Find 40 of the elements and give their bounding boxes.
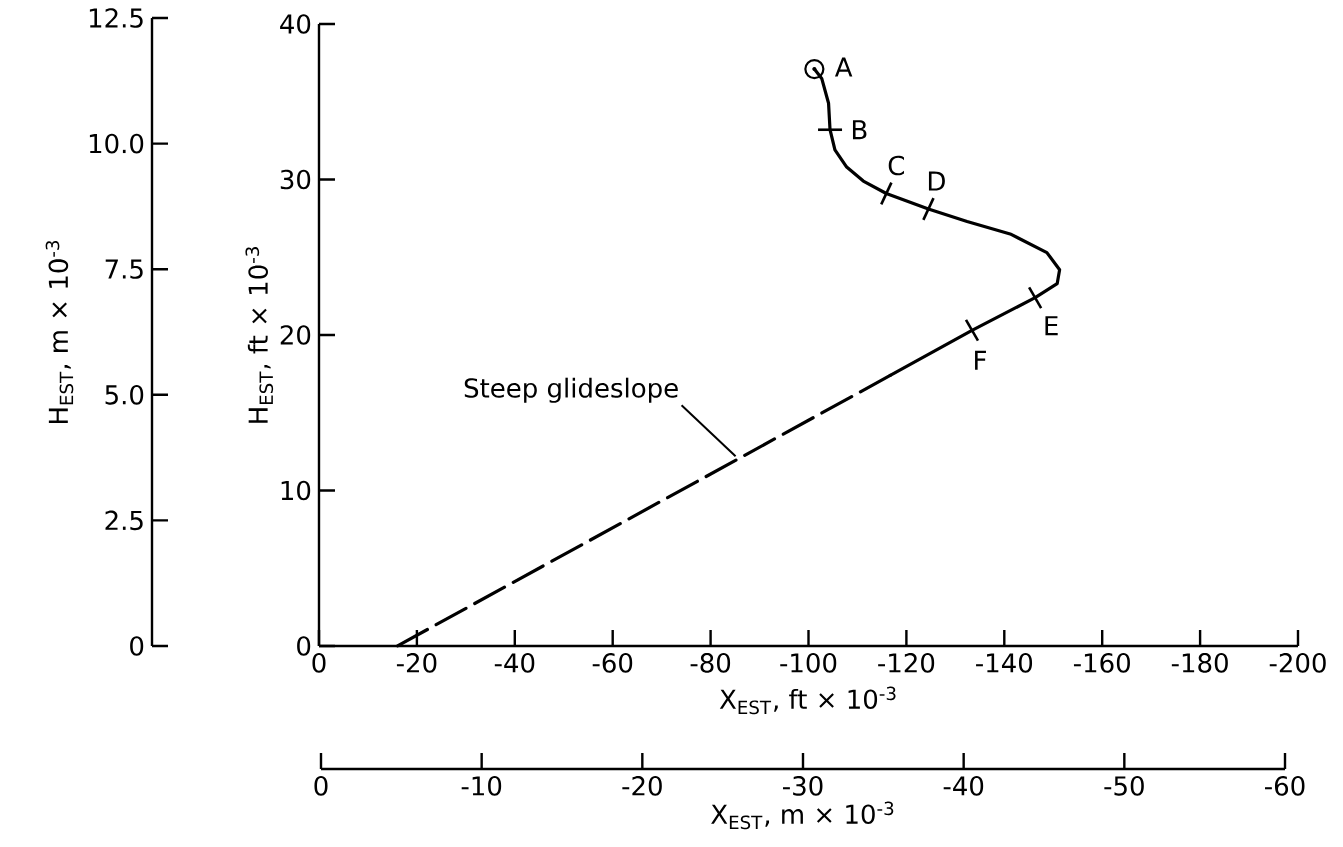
y2-tick-label: 0 bbox=[130, 636, 144, 656]
x-tick-label: -60 bbox=[592, 653, 633, 673]
x-tick-label: -20 bbox=[396, 653, 437, 673]
x-tick-label: 0 bbox=[312, 653, 326, 673]
x-tick-label: -160 bbox=[1073, 653, 1130, 673]
y2-tick-label: 2.5 bbox=[105, 510, 143, 531]
annotation: B bbox=[852, 120, 867, 140]
annotation: C bbox=[888, 155, 904, 176]
x2-tick-label: -10 bbox=[461, 776, 502, 796]
annotation: F bbox=[975, 350, 986, 370]
x2-tick-label: -40 bbox=[943, 776, 984, 796]
y-tick-label: 40 bbox=[280, 14, 311, 34]
x-tick-label: -80 bbox=[690, 653, 731, 673]
y-tick-label: 0 bbox=[297, 636, 311, 656]
x-tick-label: -180 bbox=[1171, 653, 1228, 673]
annotation: D bbox=[928, 171, 945, 191]
x2-tick-label: -20 bbox=[622, 776, 662, 796]
x-tick-label: -40 bbox=[494, 653, 535, 673]
annotation: E bbox=[1045, 316, 1058, 336]
y2-tick-label: 7.5 bbox=[105, 259, 143, 279]
y-tick-label: 30 bbox=[280, 169, 311, 190]
x2-tick-label: 0 bbox=[314, 776, 328, 796]
x-tick-label: -200 bbox=[1269, 653, 1326, 673]
y-tick-label: 10 bbox=[281, 480, 311, 501]
x2-tick-label: -60 bbox=[1265, 776, 1305, 796]
x-tick-label: -100 bbox=[780, 653, 837, 673]
y2-axis-title: H$_{EST}$, m × 10$^{-3}$ bbox=[45, 240, 74, 424]
annotation: Steep glideslope bbox=[464, 377, 678, 403]
x-tick-label: -140 bbox=[976, 653, 1033, 673]
x2-tick-label: -50 bbox=[1104, 776, 1144, 796]
x2-axis-title: X$_{EST}$, m × 10$^{-3}$ bbox=[711, 801, 894, 830]
y2-tick-label: 10.0 bbox=[89, 133, 144, 154]
annotation: A bbox=[834, 57, 853, 77]
x-tick-label: -120 bbox=[878, 653, 935, 673]
y2-tick-label: 5.0 bbox=[105, 384, 144, 405]
x-axis-title: X$_{EST}$, ft × 10$^{-3}$ bbox=[719, 686, 896, 715]
y-axis-title: H$_{EST}$, ft × 10$^{-3}$ bbox=[245, 247, 274, 423]
x2-tick-label: -30 bbox=[783, 776, 823, 796]
y-tick-label: 20 bbox=[280, 325, 311, 345]
y2-tick-label: 12.5 bbox=[89, 8, 143, 28]
